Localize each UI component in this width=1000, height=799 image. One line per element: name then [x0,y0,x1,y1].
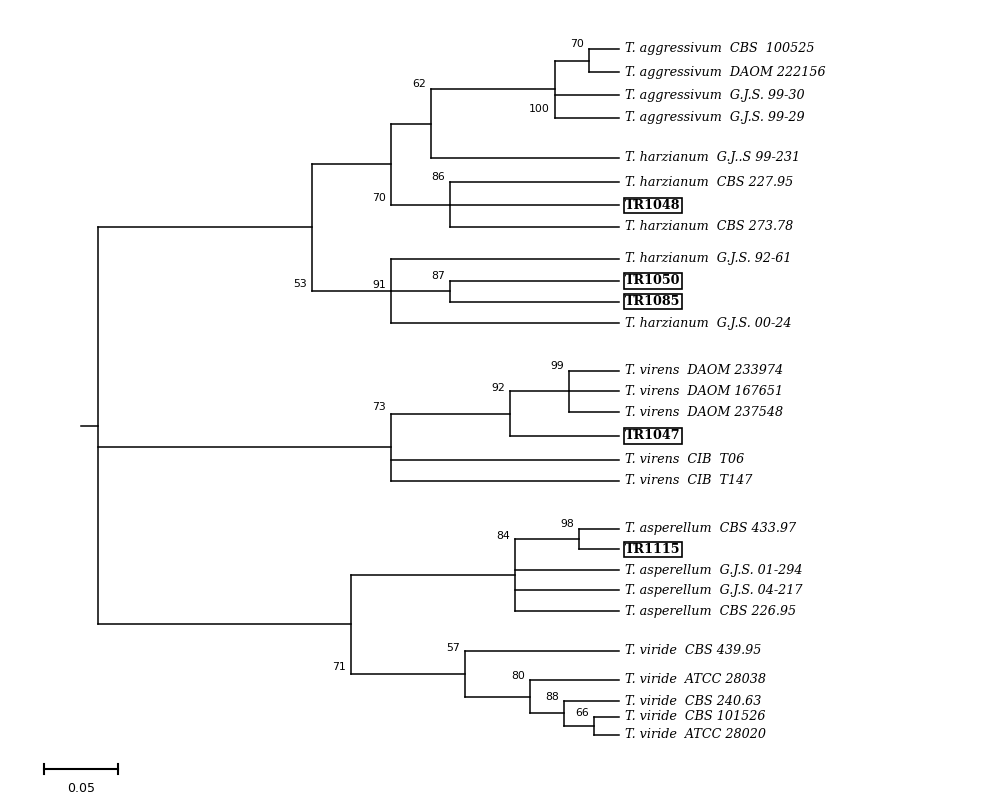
Text: TR1047: TR1047 [625,430,681,443]
Text: T. asperellum  G.J.S. 04-217: T. asperellum G.J.S. 04-217 [625,584,802,597]
Text: 84: 84 [496,531,510,541]
Text: 91: 91 [372,280,386,290]
Text: 99: 99 [551,360,564,371]
Text: 0.05: 0.05 [67,782,95,795]
Text: T. viride  ATCC 28020: T. viride ATCC 28020 [625,729,766,741]
Text: TR1050: TR1050 [625,274,680,288]
Text: TR1085: TR1085 [625,295,680,308]
Text: T. aggressivum  G.J.S. 99-29: T. aggressivum G.J.S. 99-29 [625,111,805,124]
Text: T. virens  CIB  T06: T. virens CIB T06 [625,453,744,466]
Text: 66: 66 [576,708,589,718]
Text: 92: 92 [491,383,505,393]
Text: TR1048: TR1048 [625,199,680,212]
Text: 73: 73 [372,402,386,412]
Text: 70: 70 [372,193,386,203]
Text: 71: 71 [333,662,346,672]
Text: T. viride  CBS 240.63: T. viride CBS 240.63 [625,694,761,708]
Text: T. aggressivum  CBS  100525: T. aggressivum CBS 100525 [625,42,814,55]
Text: T. asperellum  CBS 226.95: T. asperellum CBS 226.95 [625,605,796,618]
Text: T. viride  CBS 439.95: T. viride CBS 439.95 [625,644,761,658]
Text: T. virens  DAOM 167651: T. virens DAOM 167651 [625,385,783,398]
Text: T. virens  DAOM 237548: T. virens DAOM 237548 [625,406,783,419]
Text: 87: 87 [432,271,445,280]
Text: 53: 53 [293,279,307,288]
Text: 62: 62 [412,79,426,89]
Text: T. virens  CIB  T147: T. virens CIB T147 [625,474,752,487]
Text: T. viride  ATCC 28038: T. viride ATCC 28038 [625,673,766,686]
Text: 88: 88 [546,692,560,702]
Text: T. harzianum  G.J..S 99-231: T. harzianum G.J..S 99-231 [625,152,800,165]
Text: TR1115: TR1115 [625,543,680,556]
Text: 80: 80 [511,671,525,681]
Text: T. harzianum  CBS 227.95: T. harzianum CBS 227.95 [625,176,793,189]
Text: 98: 98 [561,519,574,529]
Text: T. aggressivum  G.J.S. 99-30: T. aggressivum G.J.S. 99-30 [625,89,805,102]
Text: T. aggressivum  DAOM 222156: T. aggressivum DAOM 222156 [625,66,826,79]
Text: 70: 70 [570,38,584,49]
Text: 100: 100 [529,104,550,114]
Text: 57: 57 [447,643,460,653]
Text: T. asperellum  CBS 433.97: T. asperellum CBS 433.97 [625,523,796,535]
Text: T. asperellum  G.J.S. 01-294: T. asperellum G.J.S. 01-294 [625,564,802,577]
Text: T. harzianum  CBS 273.78: T. harzianum CBS 273.78 [625,221,793,233]
Text: T. harzianum  G.J.S. 00-24: T. harzianum G.J.S. 00-24 [625,316,791,330]
Text: 86: 86 [432,173,445,182]
Text: T. virens  DAOM 233974: T. virens DAOM 233974 [625,364,783,377]
Text: T. harzianum  G.J.S. 92-61: T. harzianum G.J.S. 92-61 [625,252,791,265]
Text: T. viride  CBS 101526: T. viride CBS 101526 [625,710,765,723]
